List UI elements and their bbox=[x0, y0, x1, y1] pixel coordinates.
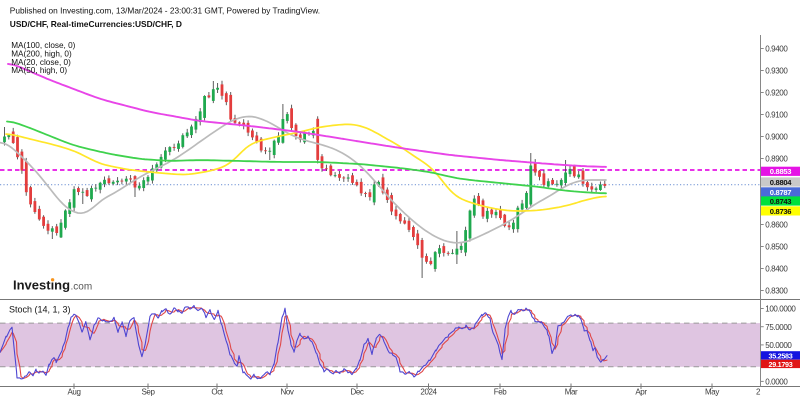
svg-text:Nov: Nov bbox=[280, 388, 293, 397]
svg-text:Aug: Aug bbox=[67, 388, 80, 397]
svg-text:0.9200: 0.9200 bbox=[765, 89, 788, 98]
svg-text:50.0000: 50.0000 bbox=[765, 341, 792, 350]
svg-text:0.8400: 0.8400 bbox=[765, 265, 788, 274]
svg-text:MA(20, close, 0): MA(20, close, 0) bbox=[11, 58, 71, 67]
svg-text:.com: .com bbox=[71, 281, 93, 292]
svg-text:Dec: Dec bbox=[350, 388, 363, 397]
svg-text:0.8743: 0.8743 bbox=[770, 197, 792, 206]
svg-text:0.9400: 0.9400 bbox=[765, 45, 788, 54]
svg-text:0.9300: 0.9300 bbox=[765, 67, 788, 76]
svg-text:Feb: Feb bbox=[494, 388, 508, 397]
svg-text:Oct: Oct bbox=[211, 388, 223, 397]
svg-text:Mar: Mar bbox=[565, 388, 578, 397]
svg-text:USD/CHF, Real-timeCurrencies:U: USD/CHF, Real-timeCurrencies:USD/CHF, D bbox=[10, 19, 182, 29]
svg-text:Published on Investing.com, 13: Published on Investing.com, 13/Mar/2024 … bbox=[10, 6, 320, 16]
svg-text:2024: 2024 bbox=[420, 388, 437, 397]
svg-text:0.8804: 0.8804 bbox=[770, 178, 793, 187]
svg-text:35.2583: 35.2583 bbox=[769, 351, 793, 360]
svg-text:0.9000: 0.9000 bbox=[765, 133, 788, 142]
svg-text:29.1793: 29.1793 bbox=[769, 360, 793, 369]
svg-text:2: 2 bbox=[756, 388, 761, 397]
svg-text:0.8787: 0.8787 bbox=[770, 188, 792, 197]
svg-text:0.0000: 0.0000 bbox=[765, 378, 788, 387]
svg-text:Stoch (14, 1, 3): Stoch (14, 1, 3) bbox=[9, 305, 71, 315]
svg-text:100.0000: 100.0000 bbox=[765, 305, 796, 314]
svg-text:Apr: Apr bbox=[635, 388, 647, 397]
svg-text:MA(50, high, 0): MA(50, high, 0) bbox=[11, 66, 67, 75]
svg-text:May: May bbox=[705, 388, 719, 397]
svg-text:0.8900: 0.8900 bbox=[765, 155, 788, 164]
svg-text:0.8853: 0.8853 bbox=[770, 167, 792, 176]
svg-text:0.8736: 0.8736 bbox=[770, 207, 792, 216]
svg-text:Sep: Sep bbox=[141, 388, 155, 397]
svg-text:0.8300: 0.8300 bbox=[765, 287, 788, 296]
svg-text:0.8500: 0.8500 bbox=[765, 243, 788, 252]
svg-text:0.8600: 0.8600 bbox=[765, 221, 788, 230]
svg-text:0.9100: 0.9100 bbox=[765, 111, 788, 120]
svg-text:MA(200, high, 0): MA(200, high, 0) bbox=[11, 50, 72, 59]
svg-text:MA(100, close, 0): MA(100, close, 0) bbox=[11, 41, 75, 50]
svg-text:Investıng: Investıng bbox=[13, 277, 70, 292]
svg-text:75.0000: 75.0000 bbox=[765, 323, 792, 332]
